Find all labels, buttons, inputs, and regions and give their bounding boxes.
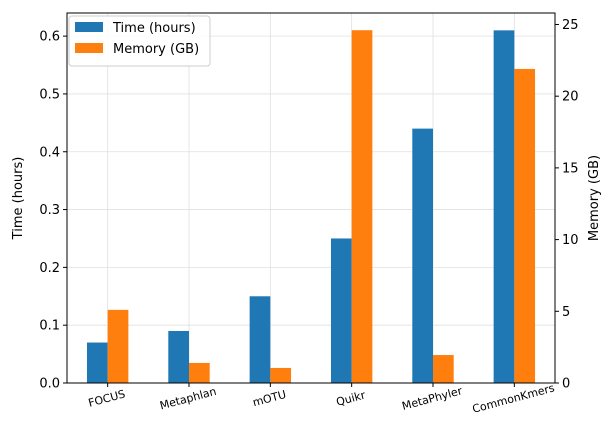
y-tick-label: 0.4 [39,145,60,160]
bar-memory [189,362,210,383]
plot-frame [66,12,556,384]
bar-time [86,342,108,383]
y-tick-label: 0.5 [39,87,60,102]
x-tick-label: FOCUS [87,387,127,409]
bar-time [330,238,352,383]
bars [86,30,536,384]
y2-tick-label: 20 [562,90,579,105]
bar-time [168,330,189,383]
bar-memory [107,309,129,383]
y2-axis-title: Memory (GB) [587,155,602,241]
y-axis-title: Time (hours) [11,157,26,241]
x-tick-label: CommonKmers [471,381,556,415]
y2-tick-label: 15 [562,161,579,176]
y-tick-label: 0.1 [39,319,60,334]
bar-memory [351,30,373,384]
gridlines [67,13,555,384]
legend-swatch-time [75,22,103,32]
legend-box [68,15,211,67]
bar-time [249,296,271,383]
legend: Time (hours) Memory (GB) [68,15,211,67]
bar-time [493,30,515,383]
x-tick-label: Metaphlan [158,385,217,413]
y2-tick-label: 0 [562,377,570,392]
legend-label-time: Time (hours) [112,21,196,36]
y-tick-label: 0.6 [39,30,60,45]
x-tick-label: mOTU [251,388,287,409]
y-tick-label: 0.3 [39,203,60,218]
legend-swatch-memory [75,43,103,53]
x-tick-label: Quikr [335,388,367,408]
y2-tick-label: 5 [562,305,570,320]
x-tick-label: MetaPhyler [401,384,464,413]
y2-tick-label: 25 [562,18,579,33]
bar-time [412,128,433,383]
bar-memory [514,68,536,383]
bar-memory [433,355,454,383]
y2-tick-label: 10 [562,233,579,248]
bar-memory [270,367,292,383]
y-tick-label: 0.0 [39,377,60,392]
y-tick-label: 0.2 [39,261,60,276]
legend-label-memory: Memory (GB) [113,42,199,57]
